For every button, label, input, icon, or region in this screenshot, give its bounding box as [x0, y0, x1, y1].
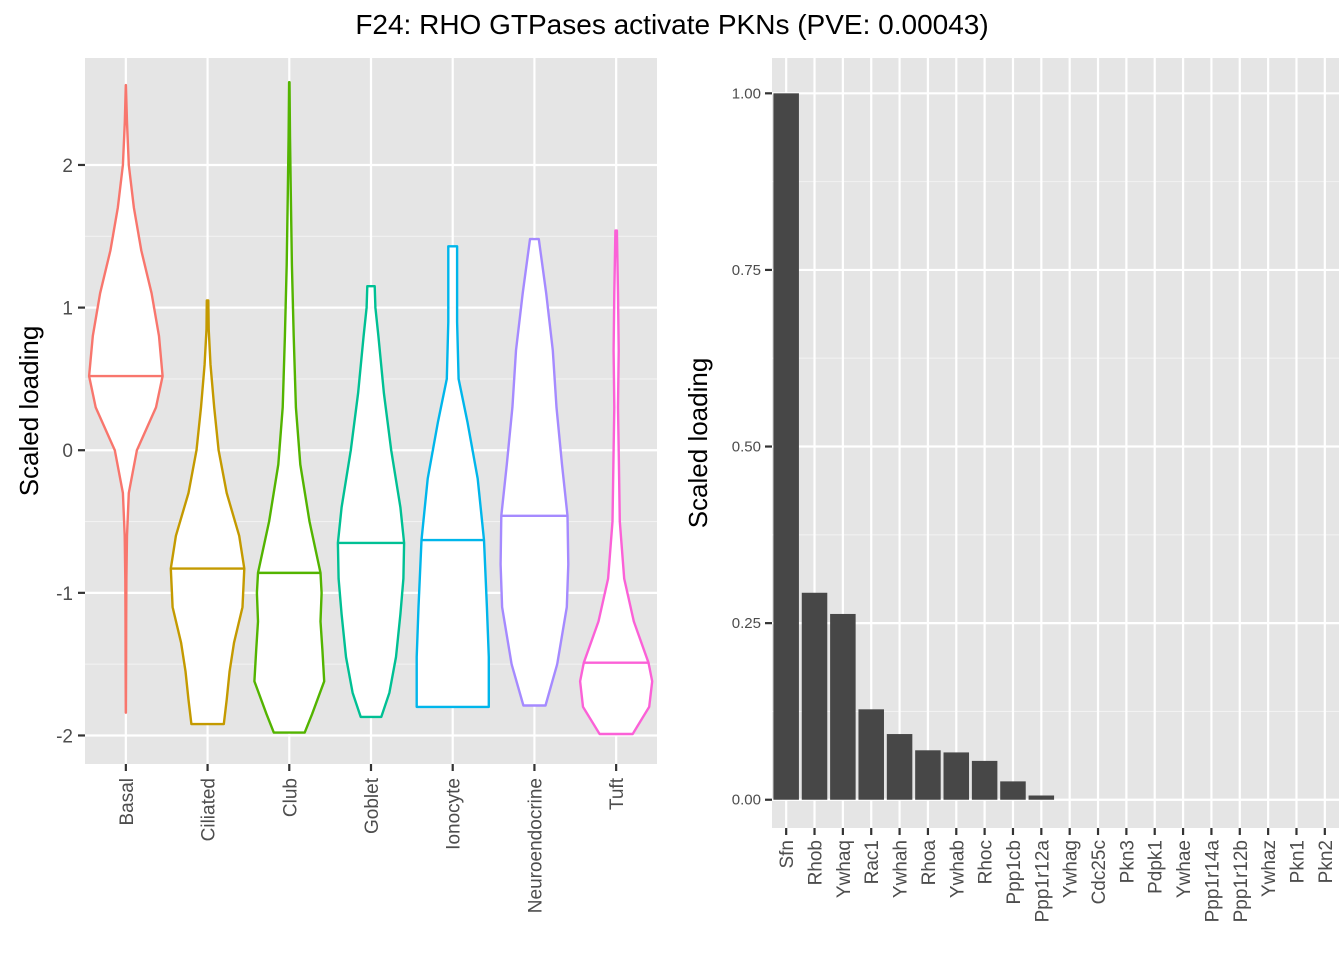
violin-club	[253, 81, 326, 734]
violin-outline	[87, 83, 164, 714]
bar-y-tick-label: 0.50	[732, 439, 761, 456]
violin-x-tick-label: Ciliated	[199, 778, 220, 841]
bar-x-tick-label: Pkn2	[1316, 840, 1337, 883]
violin-outline	[253, 81, 326, 734]
bar-ppp1cb	[1000, 781, 1026, 800]
violin-y-tick-label: 1	[62, 299, 73, 320]
bar-x-tick-label: Pkn3	[1117, 840, 1138, 883]
bar-x-tick-label: Ppp1r12a	[1032, 840, 1053, 923]
violin-outline	[415, 245, 490, 709]
bar-x-tick-label: Ywhaz	[1259, 840, 1280, 897]
violin-outline	[169, 299, 246, 726]
violin-ionocyte	[415, 245, 490, 709]
violin-outline	[578, 229, 654, 736]
bar-x-tick-label: Ppp1r14a	[1202, 840, 1223, 923]
violin-y-tick-label: -2	[56, 726, 73, 747]
bar-x-tick-label: Pkn1	[1287, 840, 1308, 883]
bar-x-tick-label: Rhoa	[919, 840, 940, 886]
violin-x-tick-label: Club	[280, 778, 301, 817]
bar-rhob	[801, 592, 828, 800]
bar-ppp1r12a	[1028, 795, 1055, 800]
bar-ywhab	[943, 752, 970, 800]
bar-panel: 0.00 0.25 0.50 0.75 1.00 Sfn Rhob Ywhaq Rac1 Ywh…	[683, 58, 1339, 922]
violin-goblet	[336, 285, 406, 719]
violin-x-tick-label: Ionocyte	[444, 778, 465, 850]
violin-x-tick-label: Tuft	[607, 777, 628, 810]
violin-x-tick-label: Neuroendocrine	[525, 778, 546, 913]
bar-x-tick-label: Ywhag	[1061, 840, 1082, 898]
bar-x-tick-label: Rac1	[862, 840, 883, 884]
violin-outline	[499, 237, 570, 707]
bar-x-tick-label: Ppp1r12b	[1231, 840, 1252, 922]
bar-x-tick-label: Ywhaq	[834, 840, 855, 898]
bar-y-tick-label: 0.25	[732, 615, 761, 632]
plot-title: F24: RHO GTPases activate PKNs (PVE: 0.0…	[355, 9, 988, 40]
bar-x-tick-label: Ywhab	[947, 840, 968, 898]
bar-x-tick-label: Pdpk1	[1146, 840, 1167, 894]
bar-x-tick-label: Cdc25c	[1089, 840, 1110, 904]
bar-y-axis-title: Scaled loading	[683, 358, 713, 529]
violins	[87, 81, 654, 736]
violin-x-axis: Basal Ciliated Club Goblet Ionocyte Neuroendo…	[117, 764, 628, 913]
violin-y-tick-label: 0	[62, 441, 73, 462]
bar-x-tick-label: Sfn	[777, 840, 798, 869]
bar-y-tick-label: 1.00	[732, 85, 761, 102]
bar-ywhaq	[830, 613, 856, 800]
violin-panel: -2 -1 0 1 2 Basal Ciliated Club Goblet Ionocyte N…	[14, 58, 657, 913]
bar-y-tick-label: 0.00	[732, 792, 761, 809]
violin-y-axis-title: Scaled loading	[14, 326, 44, 497]
bar-panel-background	[772, 58, 1339, 828]
violin-neuroendocrine	[499, 237, 570, 707]
bar-rhoc	[971, 760, 998, 800]
violin-y-tick-label: -1	[56, 584, 73, 605]
violin-ciliated	[169, 299, 246, 726]
violin-outline	[336, 285, 406, 719]
bar-x-tick-label: Ppp1cb	[1004, 840, 1025, 904]
bar-sfn	[773, 93, 799, 800]
bar-x-axis: Sfn Rhob Ywhaq Rac1 Ywhah Rhoa Ywhab Rhoc Ppp1cb…	[777, 828, 1337, 922]
bar-y-axis: 0.00 0.25 0.50 0.75 1.00	[732, 85, 772, 809]
bar-x-tick-label: Ywhae	[1174, 840, 1195, 898]
bar-x-tick-label: Ywhah	[891, 840, 912, 898]
violin-x-tick-label: Goblet	[362, 777, 383, 834]
bar-ywhah	[886, 734, 913, 800]
violin-basal	[87, 83, 164, 714]
bar-y-tick-label: 0.75	[732, 262, 761, 279]
violin-x-tick-label: Basal	[117, 778, 138, 826]
bar-x-tick-label: Rhob	[806, 840, 827, 885]
bars	[773, 93, 1055, 800]
violin-tuft	[578, 229, 654, 736]
bar-x-tick-label: Rhoc	[976, 840, 997, 884]
bar-rhoa	[915, 750, 941, 800]
violin-y-axis: -2 -1 0 1 2	[56, 156, 85, 747]
bar-rac1	[858, 709, 884, 800]
violin-y-tick-label: 2	[62, 156, 73, 177]
